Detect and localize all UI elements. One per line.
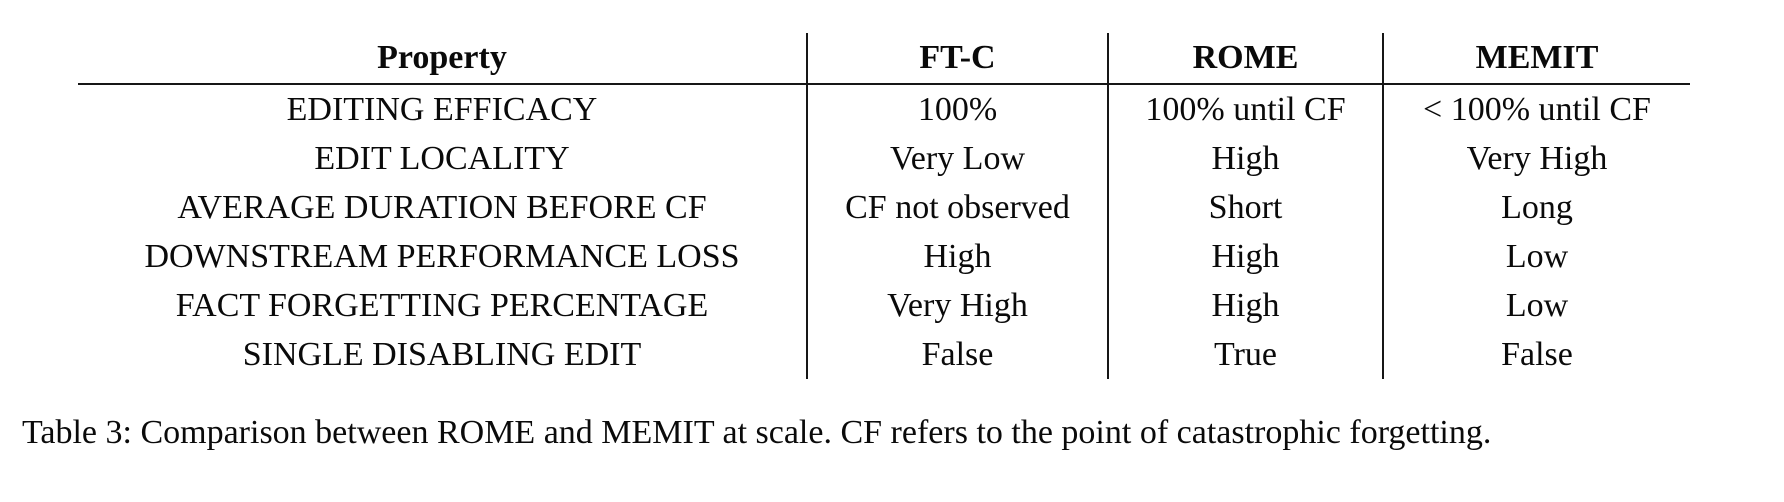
cell-property: AVERAGE DURATION BEFORE CF (78, 183, 808, 232)
table-row: DOWNSTREAM PERFORMANCE LOSS High High Lo… (78, 232, 1690, 281)
column-header-ftc: FT-C (807, 33, 1109, 84)
cell-rome: High (1108, 232, 1384, 281)
cell-memit: Long (1501, 188, 1573, 226)
column-header-property: Property (78, 33, 808, 84)
column-header-rome: ROME (1108, 33, 1384, 84)
cell-property: EDIT LOCALITY (78, 134, 808, 183)
cell-memit: < 100% until CF (1423, 90, 1651, 128)
cell-memit: Very High (1466, 139, 1608, 177)
cell-ftc: CF not observed (807, 183, 1109, 232)
cell-rome: True (1108, 330, 1384, 379)
cell-memit: Low (1505, 286, 1569, 324)
cell-property: SINGLE DISABLING EDIT (78, 330, 808, 379)
cell-ftc: False (807, 330, 1109, 379)
table-row: EDIT LOCALITY Very Low High Very High (78, 134, 1690, 183)
table-row: SINGLE DISABLING EDIT False True False (78, 330, 1690, 379)
column-header-memit: MEMIT (1475, 39, 1599, 76)
cell-property: DOWNSTREAM PERFORMANCE LOSS (78, 232, 808, 281)
table-header-row: Property FT-C ROME MEMIT (78, 33, 1690, 84)
comparison-table-region: Property FT-C ROME MEMIT EDITING EFFICAC… (78, 33, 1690, 379)
table-row: EDITING EFFICACY 100% 100% until CF < 10… (78, 84, 1690, 134)
cell-memit: False (1501, 335, 1573, 373)
cell-rome: Short (1108, 183, 1384, 232)
cell-property: EDITING EFFICACY (78, 84, 808, 134)
table-row: AVERAGE DURATION BEFORE CF CF not observ… (78, 183, 1690, 232)
cell-ftc: 100% (807, 84, 1109, 134)
table-caption: Table 3: Comparison between ROME and MEM… (22, 414, 1492, 451)
table-row: FACT FORGETTING PERCENTAGE Very High Hig… (78, 281, 1690, 330)
cell-rome: High (1108, 281, 1384, 330)
comparison-table: Property FT-C ROME MEMIT EDITING EFFICAC… (78, 33, 1690, 379)
cell-property: FACT FORGETTING PERCENTAGE (78, 281, 808, 330)
cell-ftc: Very Low (807, 134, 1109, 183)
cell-ftc: Very High (807, 281, 1109, 330)
cell-ftc: High (807, 232, 1109, 281)
cell-rome: 100% until CF (1108, 84, 1384, 134)
cell-memit: Low (1505, 237, 1569, 275)
cell-rome: High (1108, 134, 1384, 183)
